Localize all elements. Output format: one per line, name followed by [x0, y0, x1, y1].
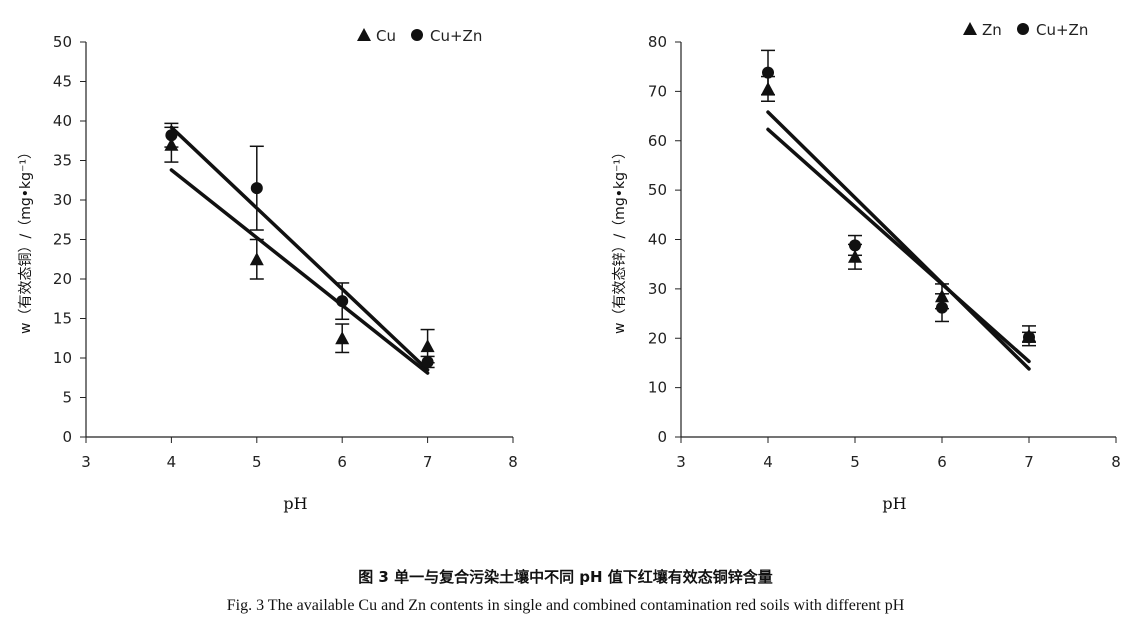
legend-marker-triangle: [357, 28, 371, 41]
x-tick-label: 3: [676, 453, 686, 471]
legend-label: Cu: [376, 27, 396, 45]
data-point-circle: [250, 182, 263, 195]
x-axis-label: pH: [283, 494, 307, 513]
fit-line-triangle: [766, 127, 1031, 364]
data-point-triangle: [420, 339, 435, 353]
y-tick-label: 30: [648, 280, 667, 298]
y-tick-label: 0: [62, 428, 72, 446]
legend-marker-triangle: [963, 22, 977, 35]
data-point-circle: [849, 239, 861, 252]
y-tick-label: 15: [53, 310, 72, 328]
y-tick-label: 10: [648, 379, 667, 397]
legend-marker-circle: [1017, 23, 1029, 35]
y-axis-label: w（有效态铜）/（mg•kg⁻¹）: [18, 145, 34, 334]
figure-caption-chinese: 图 3 单一与复合污染土壤中不同 pH 值下红壤有效态铜锌含量: [358, 568, 773, 586]
chart-panel-zn: 0 10 20 30 40 50 60 70 80 3 4 5 6 7 8 pH w（有效态锌）/（mg•kg⁻…: [612, 21, 1121, 513]
data-point-circle: [421, 355, 434, 368]
y-tick-label: 5: [62, 389, 72, 407]
y-tick-label: 60: [648, 132, 667, 150]
y-axis-label: w（有效态锌）/（mg•kg⁻¹）: [612, 145, 628, 334]
y-tick-label: 25: [53, 231, 72, 249]
legend-label: Cu+Zn: [430, 27, 482, 45]
y-tick-label: 40: [53, 112, 72, 130]
data-point-triangle: [848, 249, 862, 263]
y-tick-label: 20: [53, 270, 72, 288]
x-tick-label: 5: [850, 453, 860, 471]
fit-line-circle: [169, 125, 430, 372]
y-tick-label: 10: [53, 349, 72, 367]
x-tick-label: 3: [81, 453, 91, 471]
fit-line-triangle: [169, 168, 430, 375]
data-point-circle: [936, 301, 948, 314]
x-tick-label: 4: [763, 453, 773, 471]
y-tick-label: 0: [657, 428, 667, 446]
data-point-triangle: [335, 331, 350, 345]
x-tick-label: 8: [1111, 453, 1121, 471]
data-point-circle: [762, 66, 774, 79]
fit-line-circle: [766, 110, 1031, 371]
x-tick-label: 7: [423, 453, 433, 471]
x-tick-label: 7: [1024, 453, 1034, 471]
y-tick-label: 20: [648, 329, 667, 347]
x-tick-label: 8: [508, 453, 518, 471]
data-point-circle: [165, 129, 178, 142]
y-tick-label: 50: [53, 33, 72, 51]
legend-label: Zn: [982, 21, 1002, 39]
y-tick-label: 70: [648, 82, 667, 100]
y-tick-label: 35: [53, 152, 72, 170]
legend-marker-circle: [411, 29, 423, 41]
y-tick-label: 50: [648, 181, 667, 199]
legend-label: Cu+Zn: [1036, 21, 1088, 39]
x-tick-label: 6: [937, 453, 947, 471]
y-tick-label: 40: [648, 231, 667, 249]
y-tick-label: 80: [648, 33, 667, 51]
x-tick-label: 4: [167, 453, 177, 471]
data-point-circle: [336, 295, 349, 308]
x-tick-label: 5: [252, 453, 262, 471]
figure-caption-english: Fig. 3 The available Cu and Zn contents …: [226, 597, 905, 614]
y-tick-label: 30: [53, 191, 72, 209]
y-tick-label: 45: [53, 73, 72, 91]
x-axis-label: pH: [882, 494, 906, 513]
x-tick-label: 6: [337, 453, 347, 471]
data-point-triangle: [249, 252, 264, 266]
data-point-circle: [1023, 331, 1035, 344]
